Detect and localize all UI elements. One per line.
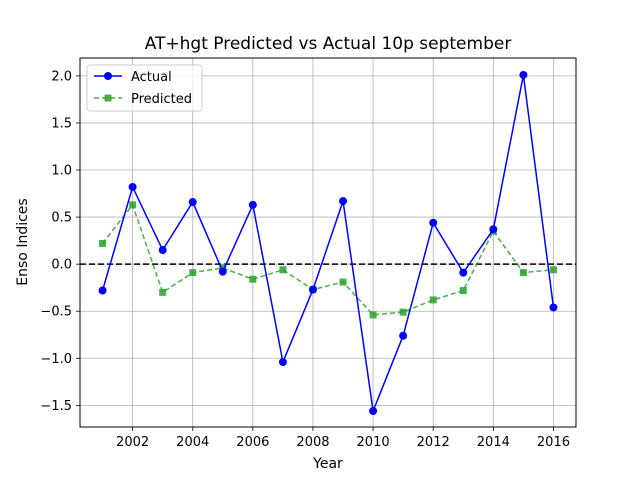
x-tick-label: 2010 — [357, 435, 390, 450]
series-line-actual — [101, 74, 555, 414]
data-point-predicted — [99, 239, 107, 247]
data-point-predicted — [369, 311, 377, 319]
data-point-predicted — [339, 278, 347, 286]
legend-predicted-marker — [104, 94, 112, 102]
legend-label-predicted: Predicted — [131, 92, 192, 107]
series-actual — [98, 70, 558, 415]
data-point-actual — [489, 225, 498, 234]
y-tick-label: −0.5 — [40, 305, 72, 320]
grid — [80, 58, 576, 427]
data-point-actual — [549, 303, 558, 312]
y-tick-label: 0.0 — [51, 258, 72, 273]
data-point-actual — [369, 406, 378, 415]
legend: Actual Predicted — [86, 64, 203, 112]
plot-frame — [79, 57, 577, 428]
data-point-actual — [98, 286, 107, 295]
y-tick-label: 2.0 — [51, 69, 72, 84]
data-point-predicted — [129, 201, 137, 209]
data-point-predicted — [429, 296, 437, 304]
data-point-actual — [278, 358, 287, 367]
legend-actual-marker — [104, 72, 112, 80]
data-point-actual — [308, 285, 317, 294]
data-point-actual — [188, 198, 197, 207]
data-point-predicted — [519, 269, 527, 277]
data-point-actual — [399, 331, 408, 340]
data-point-predicted — [159, 288, 167, 296]
data-point-predicted — [549, 266, 557, 274]
series-line-predicted — [101, 203, 554, 316]
x-tick-label: 2002 — [116, 435, 149, 450]
data-point-actual — [128, 182, 137, 191]
data-point-actual — [519, 70, 528, 79]
data-point-predicted — [399, 308, 407, 316]
data-point-predicted — [459, 287, 467, 295]
x-tick-label: 2004 — [176, 435, 209, 450]
x-tick-label: 2012 — [417, 435, 450, 450]
data-point-actual — [339, 197, 348, 206]
y-tick-label: −1.5 — [40, 399, 72, 414]
y-tick-label: 1.5 — [51, 116, 72, 131]
y-tick-label: −1.0 — [40, 352, 72, 367]
y-axis-label: Enso Indices — [15, 198, 31, 285]
y-tick-label: 1.0 — [51, 164, 72, 179]
x-tick-label: 2014 — [477, 435, 510, 450]
x-tick-label: 2008 — [296, 435, 329, 450]
x-tick-label: 2006 — [236, 435, 269, 450]
x-tick-label: 2016 — [537, 435, 570, 450]
series-layer — [98, 70, 558, 415]
data-point-actual — [459, 268, 468, 277]
x-axis-label: Year — [312, 456, 343, 472]
data-point-actual — [248, 200, 257, 209]
y-tick-label: 0.5 — [51, 211, 72, 226]
data-point-actual — [429, 218, 438, 227]
legend-label-actual: Actual — [131, 70, 172, 85]
data-point-actual — [218, 267, 227, 276]
data-point-predicted — [189, 269, 197, 277]
axis-ticks: 2002 2004 2006 2008 2010 2012 2014 2016 −1.5 −1.0… — [40, 69, 570, 450]
data-point-actual — [158, 246, 167, 255]
data-point-predicted — [279, 266, 287, 274]
chart-title: AT+hgt Predicted vs Actual 10p september — [145, 34, 512, 54]
data-point-predicted — [249, 275, 257, 283]
